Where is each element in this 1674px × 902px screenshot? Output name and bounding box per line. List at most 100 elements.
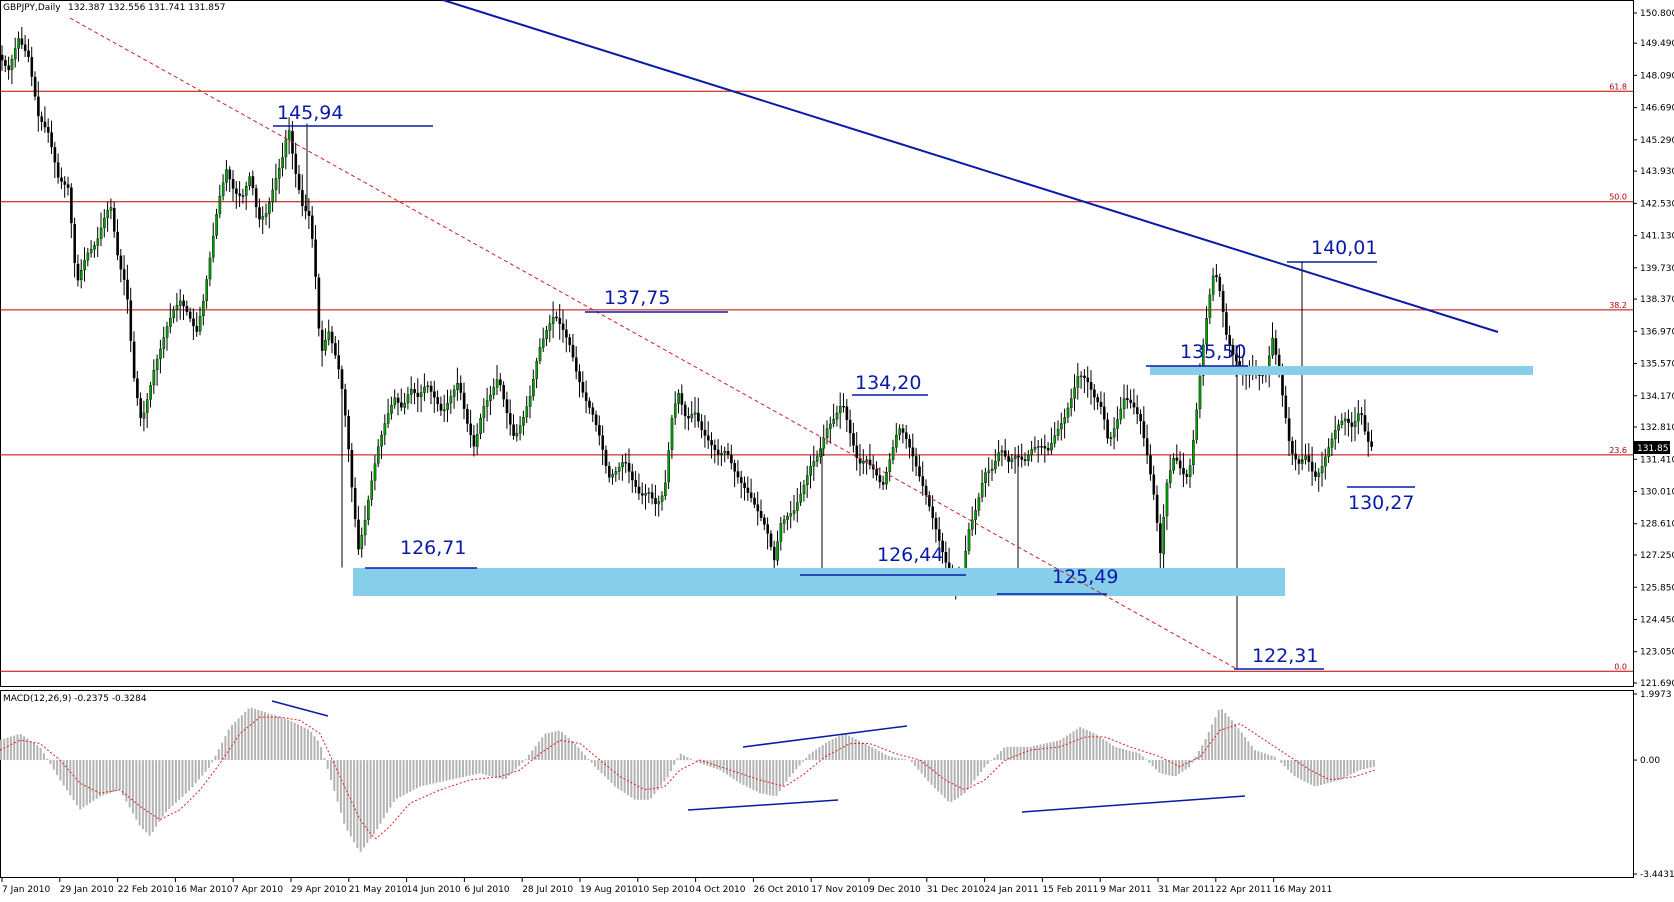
candle-body [1083,375,1086,379]
candle-body [149,385,152,400]
candle-body [281,157,284,169]
candle-body [518,425,522,434]
candle-body [208,257,212,280]
candle-body [551,316,555,324]
candle-body [1126,398,1129,401]
candle-body [819,448,822,457]
candle-body [33,76,37,97]
macd-label: MACD(12,26,9) -0.2375 -0.3284 [3,694,147,704]
candle-body [337,355,341,370]
candle-body [178,300,182,306]
candle-body [1109,436,1113,439]
candle-body [515,433,519,437]
candle-body [1234,354,1238,362]
candle-body [591,407,595,415]
macd-series [0,707,1377,852]
price-tick-label: 149.490 [1640,39,1674,49]
candle-body [568,337,571,346]
candle-body [476,434,479,447]
candle-body [215,214,218,236]
candle-body [660,495,664,502]
candle-body [1020,456,1024,460]
candle-body [129,300,133,341]
candle-body [598,424,601,436]
candle-body [393,397,397,406]
candle-body [1307,455,1311,463]
price-tick-label: 148.090 [1640,71,1674,81]
candle-body [505,399,509,414]
candle-body [997,452,1000,462]
time-tick-label: 10 Sep 2010 [638,885,695,895]
candle-body [1050,443,1053,451]
candle-body [175,305,179,310]
candle-body [1043,446,1047,449]
candle-body [53,147,57,163]
candle-body [152,370,156,386]
fib-level-label: 23.6 [1609,446,1627,455]
candle-body [548,323,552,331]
annotation-label: 140,01 [1311,237,1377,259]
candle-body [386,413,390,424]
candle-body [459,382,463,393]
candle-body [637,486,641,494]
candle-body [479,417,482,435]
candle-body [1004,450,1007,457]
candle-body [905,432,908,440]
candle-body [594,414,598,426]
candle-body [492,387,496,396]
candle-body [1205,318,1208,345]
time-tick-label: 21 May 2010 [349,885,408,895]
candle-body [499,379,502,386]
candle-body [86,252,90,261]
candle-body [990,468,994,471]
time-tick-label: 31 Mar 2011 [1158,885,1215,895]
candle-body [555,316,558,319]
candle-body [1343,418,1347,422]
candle-body [20,38,24,45]
candle-body [716,449,720,455]
annotation-label: 145,94 [277,102,343,124]
candle-body [1185,473,1189,477]
candle-body [980,483,984,498]
candle-body [311,215,314,239]
candle-body [839,406,842,414]
candle-body [657,501,661,505]
candle-body [1007,456,1010,462]
candle-body [1027,454,1030,461]
candle-body [769,533,773,547]
candle-body [136,378,139,399]
annotation-label: 130,27 [1348,492,1414,514]
candle-body [248,176,251,187]
candle-body [1013,455,1017,459]
price-tick-label: 145.290 [1640,136,1674,146]
candle-body [733,463,736,472]
candle-body [4,60,7,66]
price-tick-label: 134.170 [1640,392,1674,402]
candle-body [1310,461,1314,472]
candle-body [23,44,27,51]
candle-body [304,206,308,212]
candle-body [779,523,783,542]
candle-body [918,466,921,477]
candle-body [1330,438,1334,448]
candle-body [1145,438,1149,456]
price-tick-label: 142.530 [1640,199,1674,209]
candle-body [815,456,819,462]
time-tick-label: 31 Dec 2010 [927,885,985,895]
candle-body [578,371,581,383]
annotation-label: 134,20 [855,372,921,394]
time-tick-label: 14 Jun 2010 [407,885,461,895]
candle-body [443,409,446,412]
candle-body [1208,294,1212,318]
candle-body [155,358,159,370]
candle-body [835,412,839,420]
candle-body [1030,449,1033,456]
candle-body [693,412,697,415]
candle-body [650,492,654,499]
candle-body [1010,458,1014,462]
candle-body [192,318,195,327]
candle-body [561,323,565,330]
candle-body [360,535,364,550]
chart-title: GBPJPY,Daily [3,3,61,13]
candle-body [604,449,608,466]
